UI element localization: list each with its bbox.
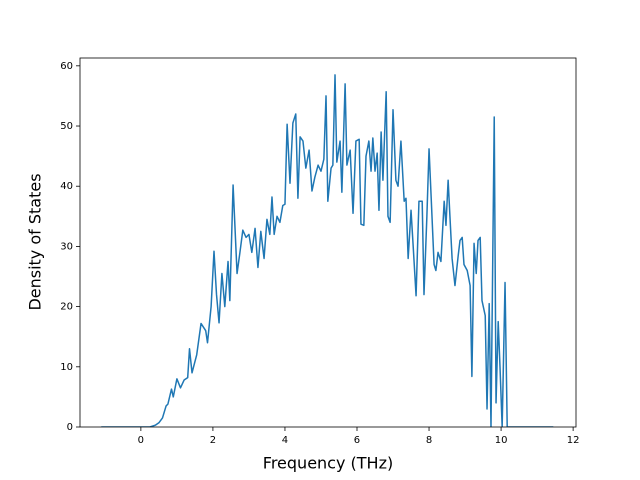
y-tick-label: 0 (67, 422, 73, 433)
y-tick-label: 30 (60, 241, 73, 252)
x-tick-label: 12 (567, 435, 580, 446)
data-line (101, 74, 554, 427)
y-tick-label: 10 (60, 362, 73, 373)
x-tick-label: 2 (210, 435, 216, 446)
y-tick-label: 20 (60, 302, 73, 313)
x-axis-label: Frequency (THz) (263, 454, 393, 473)
x-tick-label: 0 (138, 435, 144, 446)
y-tick-label: 50 (60, 121, 73, 132)
y-tick-label: 40 (60, 181, 73, 192)
x-tick-label: 8 (426, 435, 432, 446)
plot-frame (79, 57, 577, 428)
x-tick-label: 10 (495, 435, 508, 446)
x-tick-label: 6 (354, 435, 360, 446)
y-tick-label: 60 (60, 61, 73, 72)
y-axis-label: Density of States (26, 173, 45, 310)
x-tick-label: 4 (282, 435, 288, 446)
